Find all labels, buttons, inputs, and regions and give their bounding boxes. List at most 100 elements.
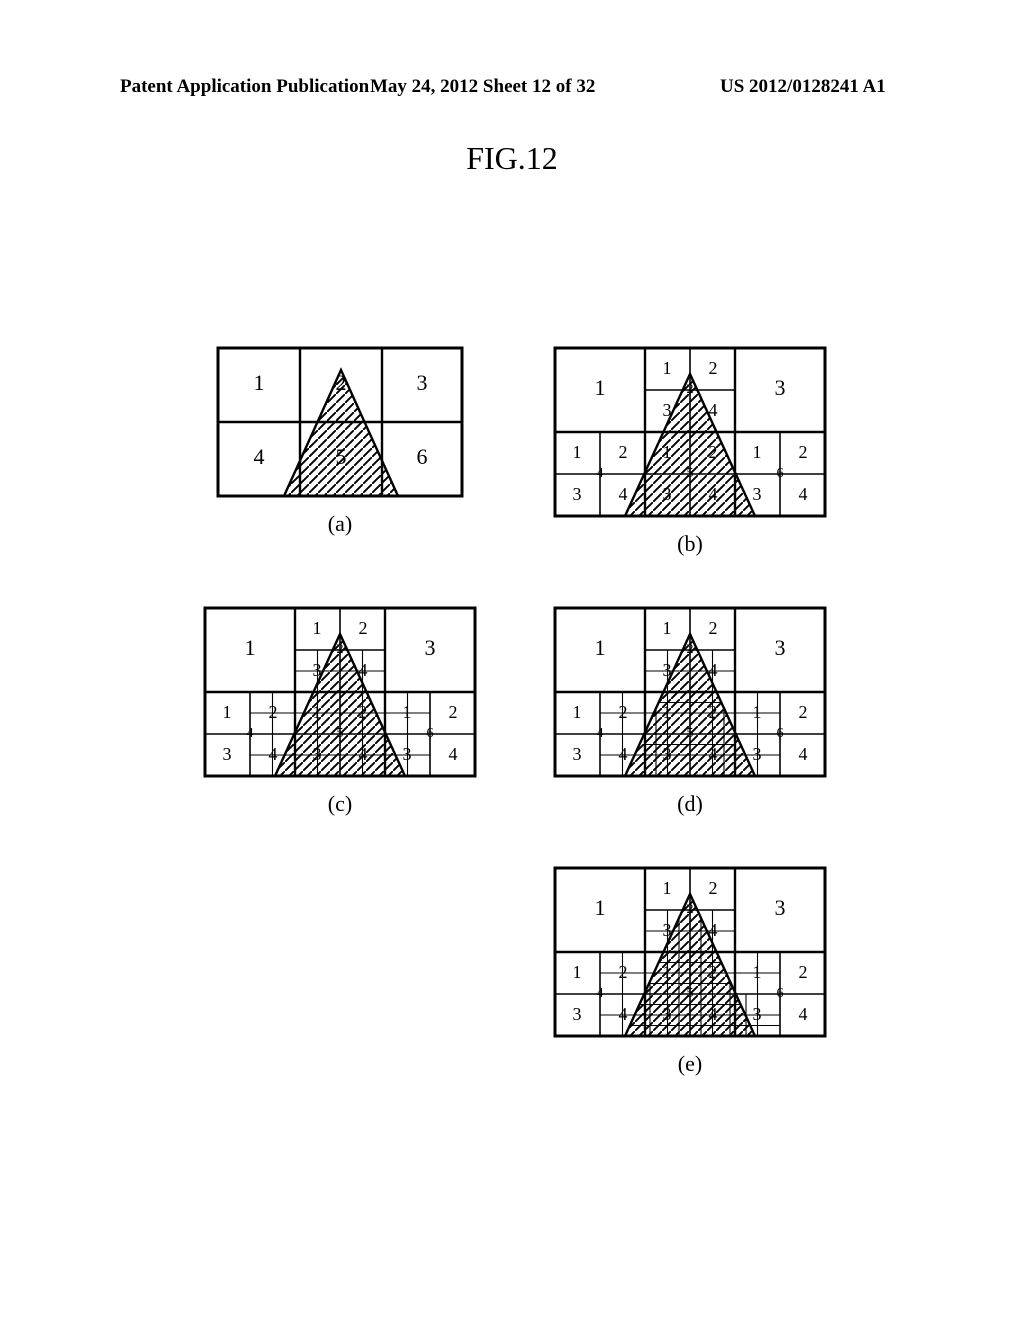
b2-s2: 2 <box>709 358 718 378</box>
b5-s1: 1 <box>663 442 672 462</box>
b6-s3: 3 <box>753 484 762 504</box>
b2-s4: 4 <box>709 400 718 420</box>
panel-e: 1 3 1 2 3 4 2 1 2 3 4 4 1 2 3 4 5 1 2 3 … <box>530 860 850 1077</box>
b4-s2: 2 <box>619 442 628 462</box>
svg-text:4: 4 <box>247 726 254 741</box>
panel-c: 1 3 1 2 3 4 2 1 2 3 4 4 1 2 3 4 5 1 2 3 … <box>180 600 500 817</box>
svg-text:3: 3 <box>663 1004 672 1024</box>
b5-s4: 4 <box>709 484 718 504</box>
b2-s1: 1 <box>663 358 672 378</box>
b6-center: 6 <box>777 466 784 481</box>
svg-text:4: 4 <box>597 986 604 1001</box>
panel-d-caption: (d) <box>530 791 850 817</box>
svg-text:4: 4 <box>799 1004 808 1024</box>
b5-s3: 3 <box>663 484 672 504</box>
b-cell-3: 3 <box>775 375 786 400</box>
cell-1: 1 <box>254 370 265 395</box>
svg-text:4: 4 <box>619 1004 628 1024</box>
svg-text:1: 1 <box>595 635 606 660</box>
b6-s4: 4 <box>799 484 808 504</box>
header-center: May 24, 2012 Sheet 12 of 32 <box>370 76 595 98</box>
svg-text:4: 4 <box>359 660 368 680</box>
svg-text:2: 2 <box>709 702 718 722</box>
svg-text:5: 5 <box>687 986 694 1001</box>
panel-e-caption: (e) <box>530 1051 850 1077</box>
cell-6: 6 <box>417 444 428 469</box>
svg-text:2: 2 <box>687 642 694 657</box>
b4-s3: 3 <box>573 484 582 504</box>
svg-text:4: 4 <box>709 660 718 680</box>
svg-text:6: 6 <box>777 986 784 1001</box>
svg-text:5: 5 <box>687 726 694 741</box>
svg-text:1: 1 <box>663 878 672 898</box>
svg-text:2: 2 <box>359 618 368 638</box>
svg-text:3: 3 <box>663 660 672 680</box>
svg-text:3: 3 <box>775 895 786 920</box>
svg-text:1: 1 <box>753 962 762 982</box>
svg-text:3: 3 <box>753 744 762 764</box>
svg-text:2: 2 <box>709 962 718 982</box>
b5-s2: 2 <box>709 442 718 462</box>
svg-text:1: 1 <box>595 895 606 920</box>
b6-s1: 1 <box>753 442 762 462</box>
svg-text:4: 4 <box>709 920 718 940</box>
svg-text:2: 2 <box>337 642 344 657</box>
panel-a: 1 2 3 4 5 6 (a) <box>180 340 500 537</box>
svg-text:3: 3 <box>313 744 322 764</box>
panel-a-svg: 1 2 3 4 5 6 <box>210 340 470 505</box>
svg-text:2: 2 <box>619 962 628 982</box>
svg-text:2: 2 <box>359 702 368 722</box>
svg-text:2: 2 <box>687 902 694 917</box>
svg-text:3: 3 <box>425 635 436 660</box>
svg-text:4: 4 <box>619 744 628 764</box>
panel-b-svg: 1 3 1 2 3 4 2 1 2 3 4 4 1 2 3 4 5 1 2 3 … <box>545 340 835 525</box>
cell-4: 4 <box>254 444 265 469</box>
svg-text:4: 4 <box>449 744 458 764</box>
svg-text:6: 6 <box>427 726 434 741</box>
panel-d: 1 3 1 2 3 4 2 1 2 3 4 4 1 2 3 4 5 1 2 3 … <box>530 600 850 817</box>
cell-3: 3 <box>417 370 428 395</box>
b2-center: 2 <box>687 382 694 397</box>
svg-text:1: 1 <box>403 702 412 722</box>
b4-center: 4 <box>597 466 604 481</box>
header-right: US 2012/0128241 A1 <box>720 76 886 98</box>
svg-text:1: 1 <box>245 635 256 660</box>
panel-b-caption: (b) <box>530 531 850 557</box>
panel-c-svg: 1 3 1 2 3 4 2 1 2 3 4 4 1 2 3 4 5 1 2 3 … <box>195 600 485 785</box>
b-cell-1: 1 <box>595 375 606 400</box>
svg-text:4: 4 <box>597 726 604 741</box>
svg-text:2: 2 <box>619 702 628 722</box>
svg-text:3: 3 <box>663 744 672 764</box>
svg-text:3: 3 <box>573 1004 582 1024</box>
svg-text:2: 2 <box>709 618 718 638</box>
svg-text:3: 3 <box>663 920 672 940</box>
svg-text:1: 1 <box>313 702 322 722</box>
svg-text:3: 3 <box>313 660 322 680</box>
svg-text:1: 1 <box>573 702 582 722</box>
svg-text:1: 1 <box>223 702 232 722</box>
svg-text:2: 2 <box>269 702 278 722</box>
svg-text:4: 4 <box>709 744 718 764</box>
svg-text:2: 2 <box>799 962 808 982</box>
panel-e-svg: 1 3 1 2 3 4 2 1 2 3 4 4 1 2 3 4 5 1 2 3 … <box>545 860 835 1045</box>
figure-title: FIG.12 <box>0 140 1024 177</box>
cell-2: 2 <box>336 370 347 395</box>
svg-text:4: 4 <box>799 744 808 764</box>
svg-text:2: 2 <box>449 702 458 722</box>
svg-text:2: 2 <box>799 702 808 722</box>
panel-c-caption: (c) <box>180 791 500 817</box>
svg-text:5: 5 <box>337 726 344 741</box>
b4-s4: 4 <box>619 484 628 504</box>
svg-text:1: 1 <box>663 962 672 982</box>
panel-b: 1 3 1 2 3 4 2 1 2 3 4 4 1 2 3 4 5 1 2 3 … <box>530 340 850 557</box>
svg-text:3: 3 <box>753 1004 762 1024</box>
panel-d-svg: 1 3 1 2 3 4 2 1 2 3 4 4 1 2 3 4 5 1 2 3 … <box>545 600 835 785</box>
svg-text:1: 1 <box>663 618 672 638</box>
b2-s3: 3 <box>663 400 672 420</box>
panel-a-caption: (a) <box>180 511 500 537</box>
b6-s2: 2 <box>799 442 808 462</box>
cell-5: 5 <box>336 444 347 469</box>
svg-text:1: 1 <box>313 618 322 638</box>
svg-text:3: 3 <box>573 744 582 764</box>
svg-text:4: 4 <box>359 744 368 764</box>
